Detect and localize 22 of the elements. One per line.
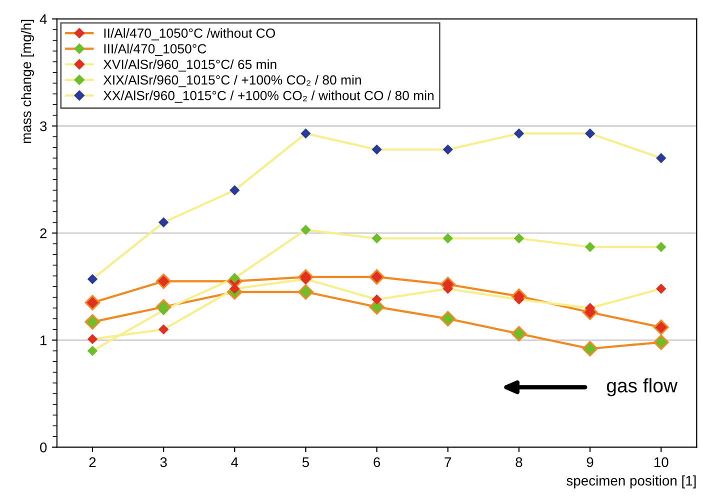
y-axis-title: mass change [mg/h] bbox=[20, 20, 34, 144]
legend-label: II/Al/470_1050°C /without CO bbox=[104, 28, 275, 40]
legend-label: III/Al/470_1050°C bbox=[104, 44, 206, 56]
y-tick-label: 0 bbox=[40, 442, 47, 452]
y-tick-label: 3 bbox=[40, 121, 47, 132]
y-tick-label: 2 bbox=[40, 228, 47, 238]
x-tick-label: 9 bbox=[586, 457, 594, 468]
legend-label: XIX/AlSr/960_1015°C / +100% CO₂ / 80 min bbox=[103, 74, 361, 88]
x-tick-label: 2 bbox=[89, 457, 96, 467]
x-tick-label: 3 bbox=[160, 457, 167, 468]
legend-label: XX/AlSr/960_1015°C / +100% CO₂ / without CO / 80 min bbox=[103, 90, 434, 103]
annotation: gas flow bbox=[606, 378, 678, 396]
legend-label: XVI/AlSr/960_1015°C/ 65 min bbox=[103, 59, 276, 72]
x-tick-label: 7 bbox=[444, 457, 452, 467]
x-tick-label: 4 bbox=[231, 457, 238, 467]
x-tick-label: 5 bbox=[302, 457, 310, 468]
x-tick-label: 8 bbox=[516, 457, 522, 468]
x-tick-label: 6 bbox=[374, 457, 380, 468]
y-tick-label: 1 bbox=[40, 336, 47, 346]
x-axis-title: specimen position [1] bbox=[566, 475, 696, 488]
x-tick-label: 10 bbox=[654, 457, 668, 468]
y-tick-label: 4 bbox=[40, 14, 47, 24]
